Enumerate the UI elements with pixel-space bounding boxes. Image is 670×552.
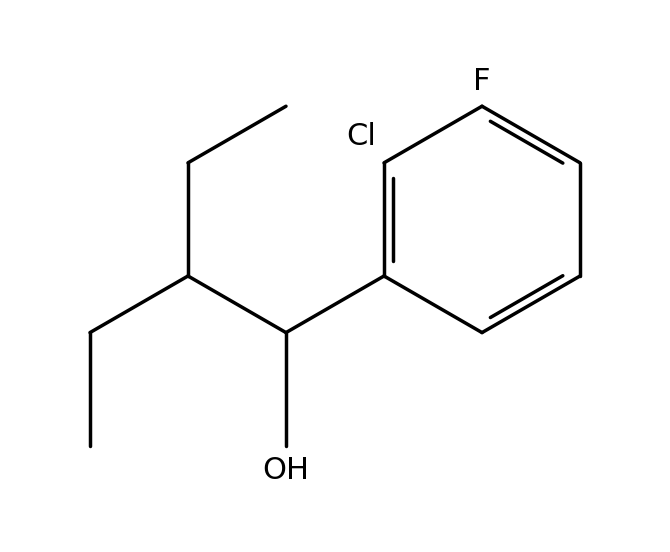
Text: F: F [473, 67, 490, 97]
Text: Cl: Cl [346, 122, 376, 151]
Text: OH: OH [263, 455, 310, 485]
